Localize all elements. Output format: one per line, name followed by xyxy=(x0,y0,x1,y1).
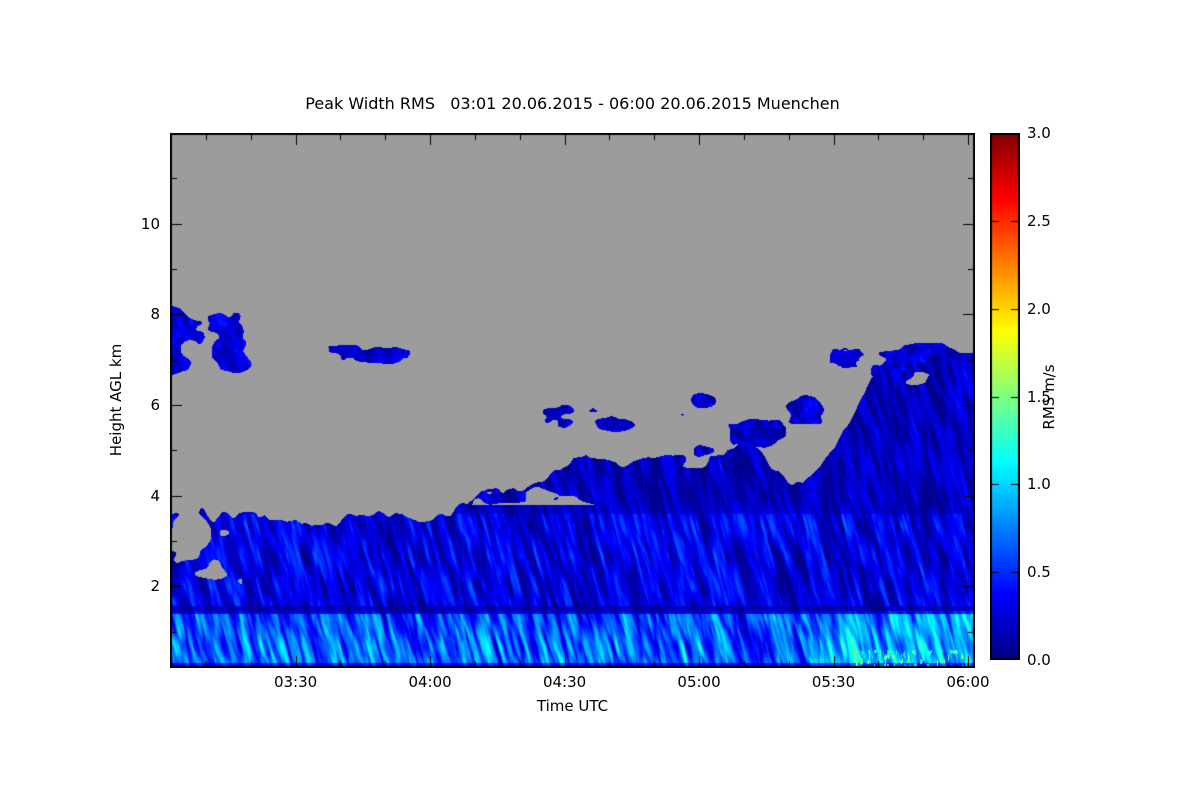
x-axis-label: Time UTC xyxy=(536,697,609,715)
y-tick-label: 2 xyxy=(150,577,160,596)
colorbar-tick-label: 3.0 xyxy=(1027,124,1051,142)
y-tick-label: 6 xyxy=(150,396,160,415)
colorbar-tick-label: 0.0 xyxy=(1027,651,1051,669)
colorbar-canvas xyxy=(990,133,1020,660)
y-tick-label: 10 xyxy=(140,214,160,233)
x-tick-label: 05:30 xyxy=(811,673,856,691)
colorbar-tick-label: 1.0 xyxy=(1027,475,1051,494)
x-tick-label: 03:30 xyxy=(273,673,318,691)
colorbar-label: RMS m/s xyxy=(1040,364,1058,430)
chart-title: Peak Width RMS 03:01 20.06.2015 - 06:00 … xyxy=(305,94,840,113)
colorbar xyxy=(990,133,1020,660)
colorbar-tick-label: 2.5 xyxy=(1027,211,1051,230)
colorbar-tick-label: 1.5 xyxy=(1027,387,1051,406)
y-tick-label: 4 xyxy=(150,486,160,505)
y-tick-label: 8 xyxy=(150,305,160,324)
x-tick-label: 04:00 xyxy=(408,673,452,691)
x-tick-label: 06:00 xyxy=(946,673,990,691)
x-tick-label: 05:00 xyxy=(677,673,721,691)
x-tick-label: 04:30 xyxy=(542,673,587,691)
colorbar-tick-label: 2.0 xyxy=(1027,299,1051,318)
colorbar-tick-label: 0.5 xyxy=(1027,563,1051,582)
heatmap-canvas xyxy=(170,133,975,668)
plot-area xyxy=(170,133,975,668)
